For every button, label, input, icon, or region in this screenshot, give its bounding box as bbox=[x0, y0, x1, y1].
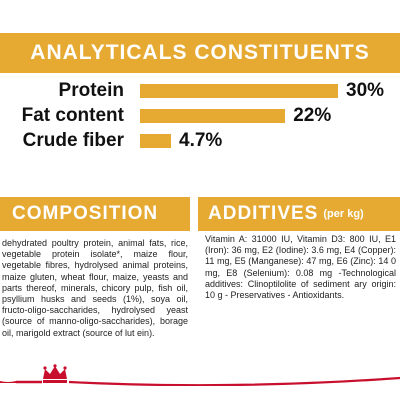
additives-subtitle: (per kg) bbox=[323, 208, 364, 220]
nutrient-row-protein: Protein 30% bbox=[0, 78, 400, 104]
additives-title: ADDITIVES bbox=[208, 203, 319, 224]
footer-right-curve bbox=[68, 376, 400, 386]
nutrient-bar bbox=[140, 84, 338, 98]
crown-logo-icon bbox=[43, 364, 67, 383]
brand-footer-graphic bbox=[0, 364, 400, 386]
additives-text: Vitamin A: 31000 IU, Vitamin D3: 800 IU,… bbox=[205, 234, 396, 301]
nutrient-label: Crude fiber bbox=[22, 130, 124, 151]
composition-text: dehydrated poultry protein, animal fats,… bbox=[2, 238, 188, 338]
composition-title-banner: COMPOSITION bbox=[0, 197, 190, 231]
analytical-title: ANALYTICALS CONSTITUENTS bbox=[30, 41, 370, 64]
nutrient-value: 4.7% bbox=[179, 130, 223, 151]
nutrient-bar bbox=[140, 109, 286, 123]
nutrient-bar bbox=[140, 134, 172, 148]
nutrient-value: 30% bbox=[346, 80, 385, 101]
nutrient-label: Fat content bbox=[21, 105, 124, 126]
analytical-title-banner: ANALYTICALS CONSTITUENTS bbox=[0, 33, 400, 73]
composition-title: COMPOSITION bbox=[12, 203, 159, 224]
brand-footer bbox=[0, 362, 400, 386]
additives-title-banner: ADDITIVES (per kg) bbox=[198, 197, 400, 231]
nutrient-row-fat: Fat content 22% bbox=[0, 103, 400, 129]
nutrient-label: Protein bbox=[58, 80, 124, 101]
footer-left-stripe bbox=[0, 381, 16, 383]
nutrient-row-fiber: Crude fiber 4.7% bbox=[0, 128, 400, 154]
nutrient-value: 22% bbox=[293, 105, 332, 126]
